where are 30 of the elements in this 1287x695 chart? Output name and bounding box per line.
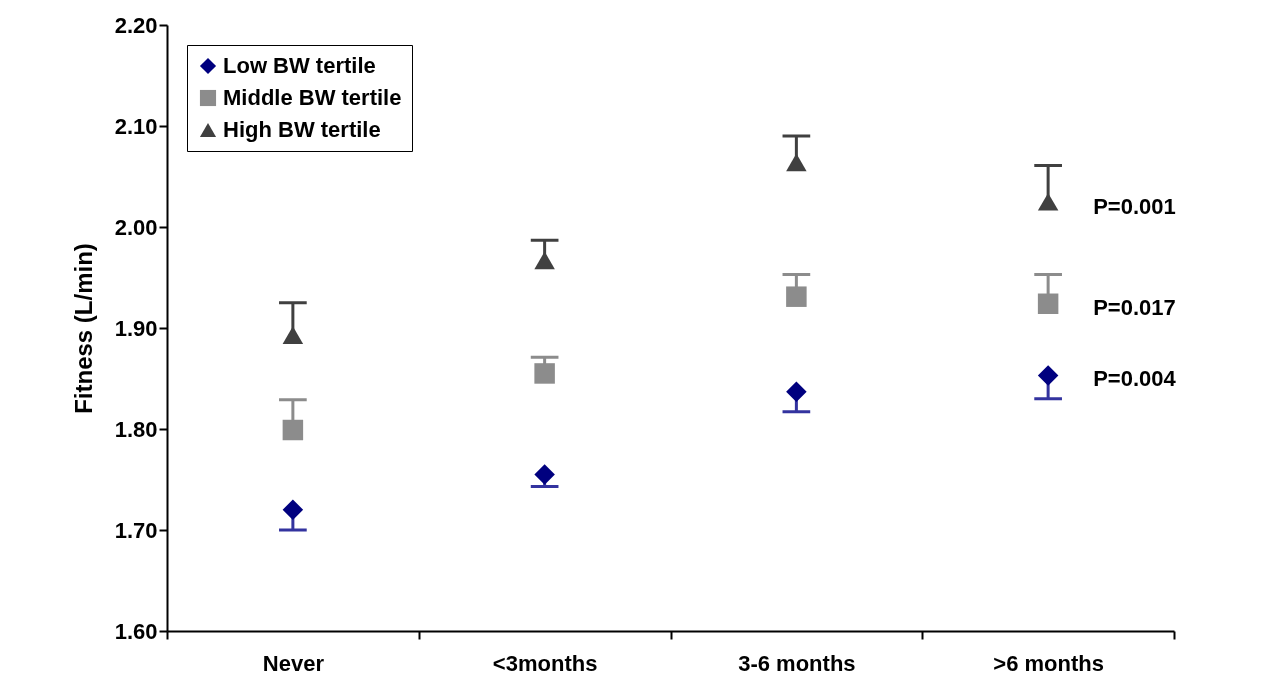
point [282,419,304,441]
point [786,381,807,402]
annotation: P=0.017 [1093,294,1176,320]
point [534,464,555,485]
point [1037,192,1059,211]
x-tick-label: >6 months [993,650,1104,676]
y-tick-label: 2.20 [114,12,158,38]
legend-label: High BW tertile [223,117,381,142]
y-tick-label: 1.60 [114,618,158,644]
y-tick-label: 1.70 [114,517,158,543]
point [1037,365,1059,386]
point [282,326,304,344]
x-tick-label: Never [262,650,325,676]
y-tick-label: 1.90 [114,315,158,341]
legend-label: Middle BW tertile [223,85,402,110]
point [534,363,555,384]
legend-label: Low BW tertile [223,53,376,78]
y-tick-label: 1.80 [114,416,158,442]
point [282,499,304,521]
y-tick-label: 2.00 [114,214,158,240]
point [1037,293,1059,315]
x-tick-label: 3-6 months [738,650,856,676]
point [786,153,807,172]
y-axis-title: Fitness (L/min) [69,243,97,414]
point [534,251,555,270]
annotation: P=0.004 [1093,365,1177,391]
y-tick-label: 2.10 [114,113,158,139]
point [786,286,807,307]
x-tick-label: <3months [492,650,598,676]
annotation: P=0.001 [1093,193,1176,219]
